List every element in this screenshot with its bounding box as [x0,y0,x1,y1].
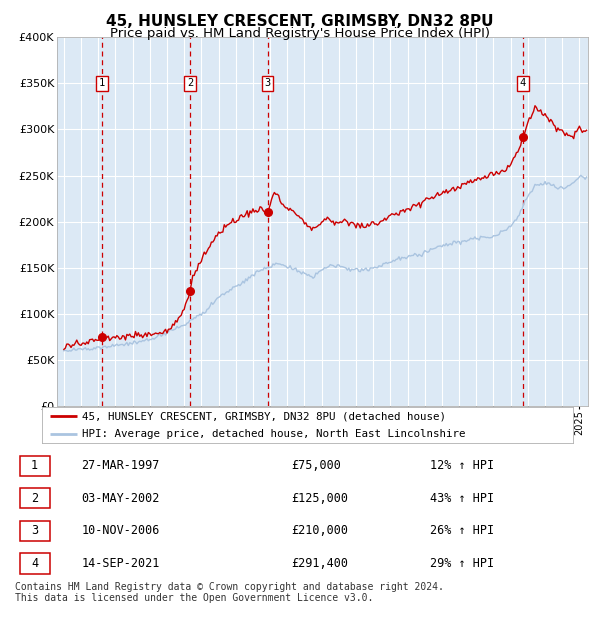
Text: 29% ↑ HPI: 29% ↑ HPI [430,557,494,570]
FancyBboxPatch shape [20,521,50,541]
Text: £210,000: £210,000 [292,525,349,538]
Text: 4: 4 [520,78,526,88]
Text: 27-MAR-1997: 27-MAR-1997 [81,459,160,472]
Text: Contains HM Land Registry data © Crown copyright and database right 2024.
This d: Contains HM Land Registry data © Crown c… [15,582,444,603]
Text: 14-SEP-2021: 14-SEP-2021 [81,557,160,570]
FancyBboxPatch shape [20,553,50,574]
Text: 26% ↑ HPI: 26% ↑ HPI [430,525,494,538]
Text: HPI: Average price, detached house, North East Lincolnshire: HPI: Average price, detached house, Nort… [82,429,466,440]
Text: 4: 4 [31,557,38,570]
FancyBboxPatch shape [20,456,50,476]
Text: 43% ↑ HPI: 43% ↑ HPI [430,492,494,505]
Text: £291,400: £291,400 [292,557,349,570]
Text: £75,000: £75,000 [292,459,341,472]
Text: Price paid vs. HM Land Registry's House Price Index (HPI): Price paid vs. HM Land Registry's House … [110,27,490,40]
FancyBboxPatch shape [20,488,50,508]
Text: 1: 1 [99,78,106,88]
Text: 10-NOV-2006: 10-NOV-2006 [81,525,160,538]
Text: 2: 2 [187,78,193,88]
Text: 12% ↑ HPI: 12% ↑ HPI [430,459,494,472]
Text: 45, HUNSLEY CRESCENT, GRIMSBY, DN32 8PU: 45, HUNSLEY CRESCENT, GRIMSBY, DN32 8PU [106,14,494,29]
Text: 2: 2 [31,492,38,505]
Text: 3: 3 [31,525,38,538]
Text: 03-MAY-2002: 03-MAY-2002 [81,492,160,505]
Text: £125,000: £125,000 [292,492,349,505]
Text: 3: 3 [265,78,271,88]
Text: 1: 1 [31,459,38,472]
Text: 45, HUNSLEY CRESCENT, GRIMSBY, DN32 8PU (detached house): 45, HUNSLEY CRESCENT, GRIMSBY, DN32 8PU … [82,411,446,422]
